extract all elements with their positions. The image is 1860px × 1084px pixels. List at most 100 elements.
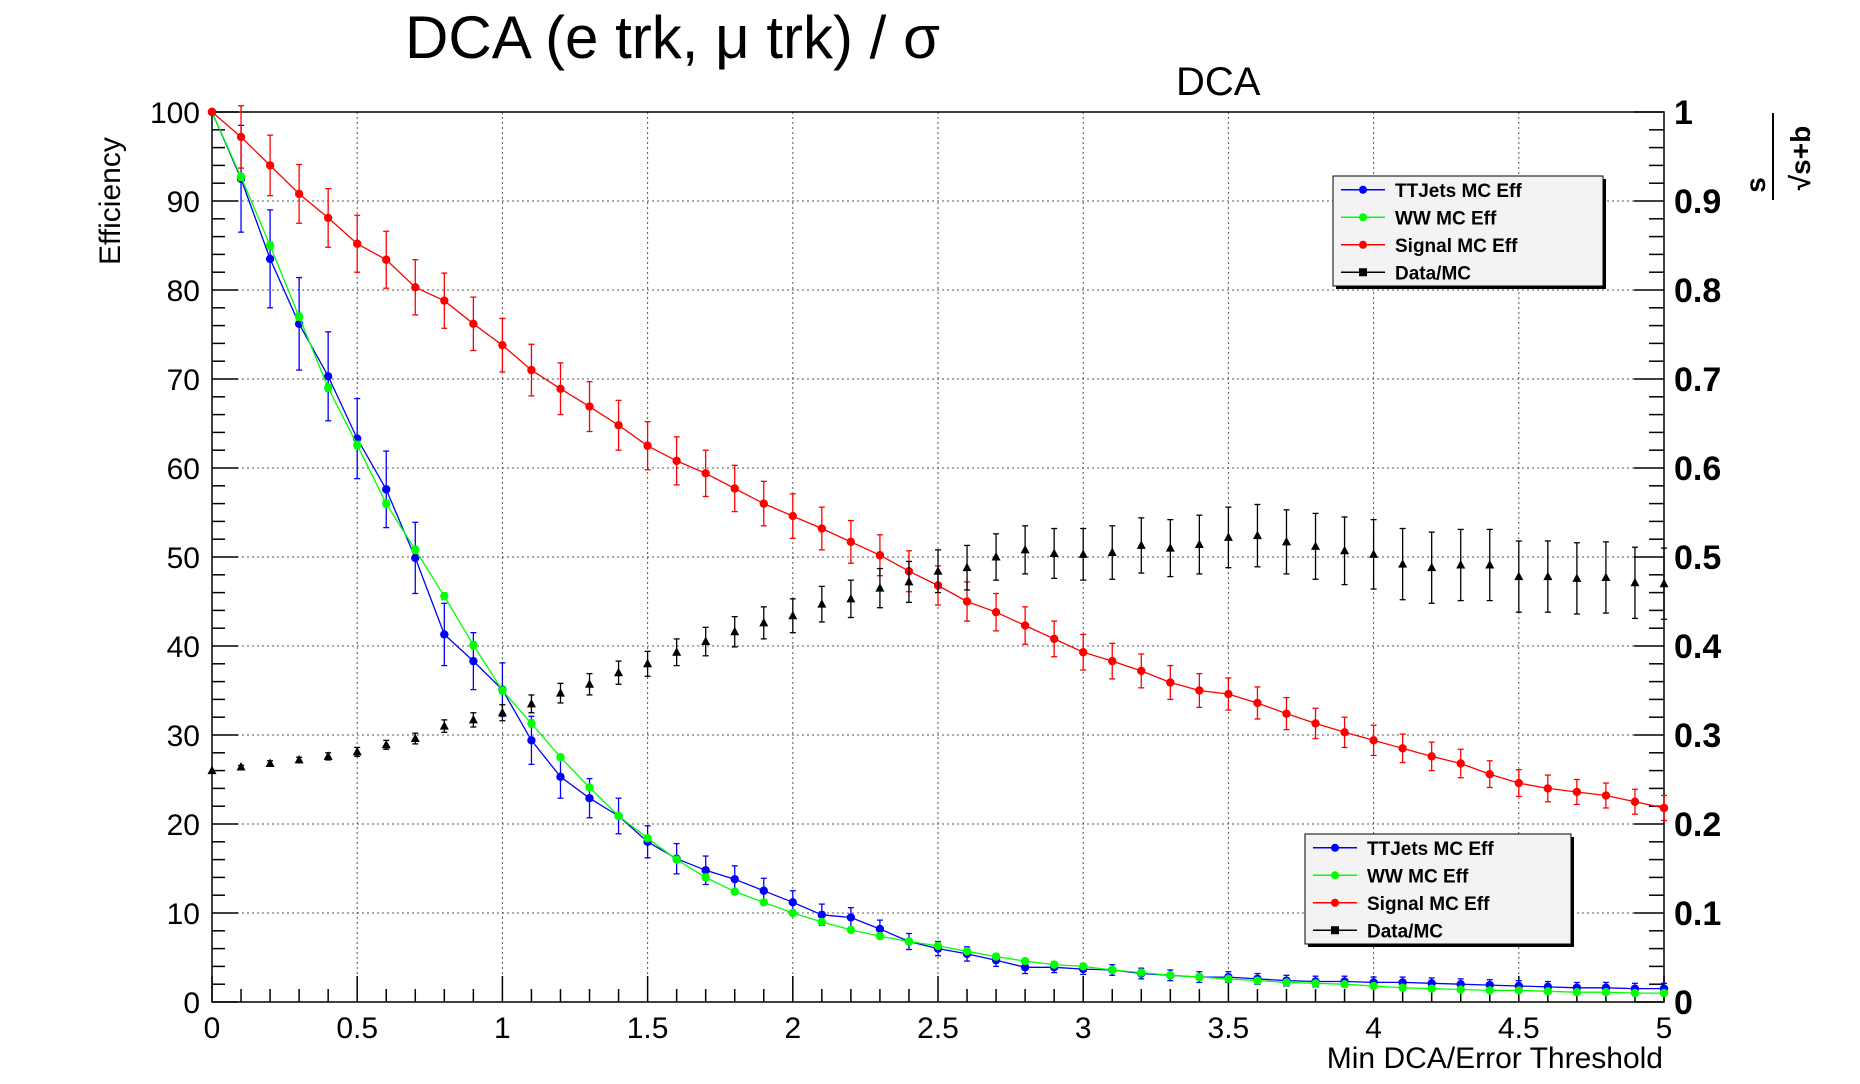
data-point: [411, 283, 420, 292]
x-tick-label: 4.5: [1498, 1012, 1540, 1045]
data-point: [1079, 648, 1088, 657]
y-tick-label: 20: [167, 809, 200, 842]
data-point: [294, 754, 304, 764]
y2-tick-label: 0.8: [1674, 272, 1721, 310]
legend-marker: [1359, 240, 1367, 249]
data-point: [1253, 976, 1262, 985]
data-point: [759, 898, 768, 907]
data-point: [875, 931, 885, 941]
data-point: [1195, 686, 1204, 695]
data-point: [701, 636, 711, 646]
x-tick-label: 5: [1656, 1012, 1673, 1045]
data-point: [701, 873, 710, 882]
data-point: [1601, 572, 1611, 581]
data-point: [1659, 578, 1669, 588]
legend-top: TTJets MC Eff WW MC Eff Signal MC Eff Data/…: [1332, 175, 1606, 289]
data-point: [353, 239, 362, 248]
data-point: [1108, 965, 1117, 975]
data-point: [1659, 988, 1669, 998]
legend-label: WW MC Eff: [1395, 208, 1497, 229]
data-point: [672, 855, 681, 864]
data-point: [846, 593, 856, 603]
data-point: [1020, 621, 1030, 630]
data-point: [323, 372, 333, 381]
data-point: [382, 255, 391, 264]
data-point: [1166, 971, 1175, 980]
y-tick-labels: 0 10 20 30 40 50 60 70 80 90 100: [150, 97, 200, 1020]
data-point: [643, 441, 652, 450]
y2-axis-title-denominator: √s+b: [1785, 126, 1816, 190]
data-point: [353, 440, 362, 450]
y2-tick-label: 0.9: [1674, 183, 1721, 221]
data-point: [846, 925, 856, 935]
legend-marker: [1331, 898, 1339, 907]
data-point: [962, 562, 972, 572]
data-point: [1311, 541, 1321, 550]
data-point: [933, 566, 943, 575]
legend-marker: [1359, 268, 1367, 277]
legend-label: Signal MC Eff: [1395, 236, 1518, 257]
x-tick-label: 3: [1075, 1012, 1092, 1045]
y-tick-label: 80: [167, 275, 200, 308]
legend-marker: [1359, 185, 1367, 194]
data-point: [556, 384, 565, 393]
data-point: [468, 714, 478, 724]
data-point: [1079, 962, 1088, 971]
x-tick-label: 0.5: [336, 1012, 378, 1045]
data-point: [1398, 744, 1407, 753]
data-point: [1340, 980, 1349, 989]
data-point: [1049, 960, 1059, 969]
legend-label: Data/MC: [1367, 921, 1443, 942]
data-point: [440, 630, 449, 639]
y-tick-label: 10: [167, 898, 200, 931]
data-point: [498, 686, 507, 695]
data-point: [527, 719, 536, 728]
data-point: [294, 312, 304, 321]
y-tick-label: 0: [183, 987, 200, 1020]
x-tick-label: 1.5: [627, 1012, 669, 1045]
data-point: [1311, 979, 1320, 988]
data-point: [875, 583, 885, 592]
data-point: [526, 698, 536, 708]
legend-label: WW MC Eff: [1367, 866, 1469, 887]
data-point: [672, 647, 682, 656]
x-tick-labels: 0 0.5 1 1.5 2 2.5 3 3.5 4 4.5 5: [204, 1012, 1673, 1045]
data-point: [875, 924, 885, 934]
data-point: [469, 640, 478, 650]
series-layer: [207, 105, 1669, 998]
data-point: [265, 254, 275, 264]
data-point: [1195, 972, 1204, 982]
legend-label: Signal MC Eff: [1367, 894, 1490, 915]
data-point: [1485, 560, 1495, 569]
y-tick-label: 40: [167, 631, 200, 664]
legend-label: TTJets MC Eff: [1395, 181, 1522, 202]
y2-tick-label: 0.4: [1674, 628, 1721, 666]
legend-label: Data/MC: [1395, 263, 1471, 284]
data-point: [1020, 544, 1030, 554]
data-point: [1572, 573, 1582, 582]
legend-bottom: TTJets MC Eff WW MC Eff Signal MC Eff Data/…: [1304, 833, 1574, 947]
legend-marker: [1331, 843, 1339, 852]
data-point: [1340, 728, 1349, 737]
data-point: [323, 751, 333, 760]
series-data-mc: [207, 503, 1669, 775]
data-point: [1107, 547, 1117, 557]
x-axis-title: Min DCA/Error Threshold: [1327, 1042, 1663, 1075]
data-point: [1223, 532, 1233, 541]
data-point: [236, 132, 246, 142]
data-point: [1427, 562, 1437, 572]
data-point: [1456, 985, 1465, 994]
legend-marker: [1331, 871, 1339, 880]
data-point: [1398, 559, 1408, 568]
data-point: [498, 340, 507, 350]
data-point: [1456, 560, 1466, 569]
data-point: [527, 365, 536, 375]
data-point: [817, 599, 827, 608]
data-point: [1543, 987, 1553, 996]
data-point: [788, 898, 797, 907]
x-tick-label: 2.5: [917, 1012, 959, 1045]
x-tick-label: 0: [204, 1012, 221, 1045]
data-point: [1253, 698, 1262, 708]
y2-tick-label: 0.1: [1674, 895, 1721, 933]
